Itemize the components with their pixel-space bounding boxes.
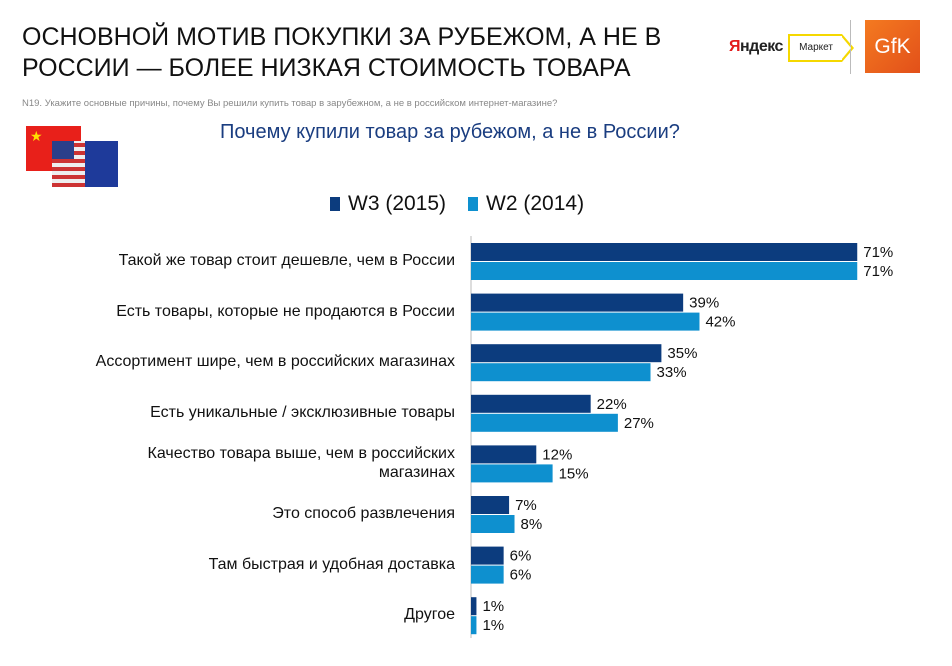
legend-item-w3: W3 (2015) <box>330 192 446 216</box>
logos: Яндекс Маркет GfK <box>725 18 945 76</box>
data-label: 7% <box>515 497 537 514</box>
bar-w2 <box>471 565 504 584</box>
survey-question: N19. Укажите основные причины, почему Вы… <box>22 98 558 109</box>
bar-w3 <box>471 445 537 464</box>
bar-w2 <box>471 464 553 483</box>
data-label: 27% <box>624 415 654 432</box>
data-label: 22% <box>597 396 627 413</box>
legend-swatch <box>468 197 479 211</box>
bar-w2 <box>471 363 651 382</box>
data-label: 1% <box>482 598 504 615</box>
data-label: 39% <box>689 295 719 312</box>
bar-w2 <box>471 515 515 533</box>
usa-eu-flag-icon <box>52 141 118 187</box>
bar-w2 <box>471 312 700 331</box>
legend-item-w2: W2 (2014) <box>468 192 584 216</box>
data-label: 42% <box>705 314 735 331</box>
data-label: 1% <box>482 617 504 634</box>
bar-w2 <box>471 616 477 635</box>
data-label: 6% <box>510 548 532 565</box>
data-label: 12% <box>542 446 572 463</box>
chart-title: Почему купили товар за рубежом, а не в Р… <box>220 121 680 143</box>
data-label: 35% <box>667 345 697 362</box>
legend-label: W2 (2014) <box>486 192 585 215</box>
category-label: Другое <box>404 606 455 624</box>
data-label: 33% <box>657 364 687 381</box>
bar-w3 <box>471 344 662 363</box>
legend: W3 (2015) W2 (2014) <box>330 192 584 216</box>
category-label: Качество товара выше, чем в российских м… <box>147 445 455 482</box>
category-label: Ассортимент шире, чем в российских магаз… <box>95 353 455 371</box>
category-label: Там быстрая и удобная доставка <box>208 555 455 573</box>
market-logo: Маркет <box>788 34 854 62</box>
category-label: Такой же товар стоит дешевле, чем в Росс… <box>118 252 455 269</box>
data-label: 8% <box>521 516 543 533</box>
bar-w3 <box>471 597 477 616</box>
data-label: 71% <box>863 244 893 261</box>
bar-w3 <box>471 496 510 514</box>
bar-w3 <box>471 394 591 413</box>
category-label: Есть уникальные / эксклюзивные товары <box>150 403 455 421</box>
slide-title: ОСНОВНОЙ МОТИВ ПОКУПКИ ЗА РУБЕЖОМ, А НЕ … <box>22 23 662 82</box>
data-label: 71% <box>863 263 893 280</box>
data-label: 6% <box>510 567 532 584</box>
gfk-logo: GfK <box>865 20 920 73</box>
flags-image <box>26 126 118 187</box>
legend-label: W3 (2015) <box>348 192 447 215</box>
category-label: Есть товары, которые не продаются в Росс… <box>116 302 455 320</box>
bar-w3 <box>471 293 684 312</box>
bar-w3 <box>471 546 504 565</box>
data-label: 15% <box>559 465 589 482</box>
category-label: Это способ развлечения <box>272 505 455 522</box>
bar-w3 <box>471 243 858 261</box>
yandex-logo: Яндекс <box>729 38 783 55</box>
bar-w2 <box>471 262 858 280</box>
legend-swatch <box>330 197 340 211</box>
bar-w2 <box>471 413 618 432</box>
